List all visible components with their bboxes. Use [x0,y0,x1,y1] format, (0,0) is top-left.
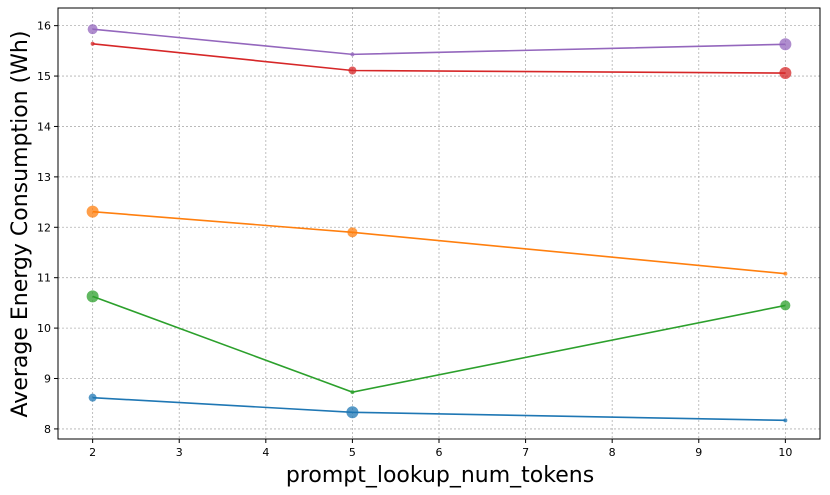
series-group [86,24,792,423]
y-tick-label: 14 [37,120,51,133]
grid [58,8,820,439]
x-tick-label: 8 [609,446,616,459]
y-tick-label: 12 [37,221,51,234]
y-axis: 8 9 10 11 12 13 14 15 16 [37,20,58,436]
x-tick-label: 5 [349,446,356,459]
series-3 [86,205,788,276]
x-tick-label: 9 [695,446,702,459]
data-point [90,41,95,46]
y-axis-label: Average Energy Consumption (Wh) [8,31,33,418]
x-axis-label: prompt_lookup_num_tokens [286,463,594,488]
series-2 [90,41,792,80]
data-point [779,67,792,80]
data-point [348,66,357,75]
data-point [347,227,358,238]
y-tick-label: 15 [37,70,51,83]
x-tick-label: 4 [262,446,269,459]
data-point [346,406,359,419]
x-tick-label: 2 [89,446,96,459]
data-point [88,393,97,402]
data-point [350,390,355,395]
x-tick-label: 7 [522,446,529,459]
y-tick-label: 10 [37,322,51,335]
data-point [779,38,792,51]
data-point [783,418,788,423]
series-4 [86,290,791,395]
x-tick-label: 10 [778,446,792,459]
y-tick-label: 13 [37,171,51,184]
x-tick-label: 3 [176,446,183,459]
x-axis: 2 3 4 5 6 7 8 9 10 [89,439,792,459]
y-tick-label: 11 [37,272,51,285]
data-point [86,290,99,303]
y-tick-label: 9 [44,373,51,386]
data-point [350,52,355,57]
x-tick-label: 6 [436,446,443,459]
series-1 [87,24,792,57]
data-point [86,205,99,218]
data-point [780,300,791,311]
data-point [87,24,98,35]
y-tick-label: 16 [37,20,51,33]
data-point [783,271,788,276]
y-tick-label: 8 [44,423,51,436]
series-5 [88,393,788,423]
